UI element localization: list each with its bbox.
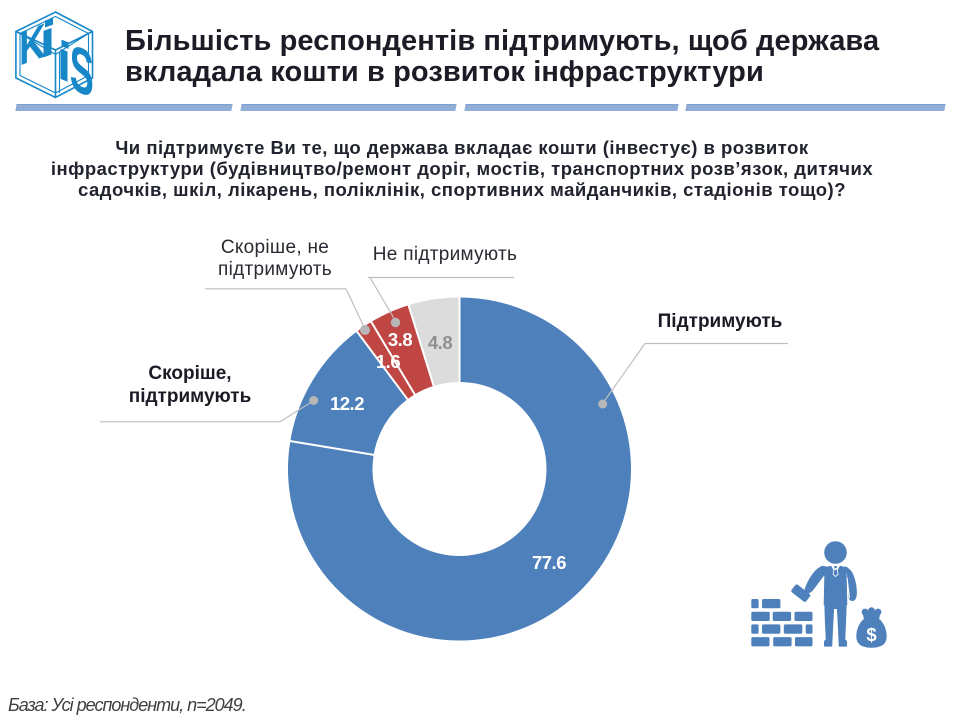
svg-text:K: K [19,13,46,76]
svg-text:3.8: 3.8 [388,329,412,350]
svg-text:S: S [70,31,94,100]
svg-text:1.6: 1.6 [376,351,400,372]
svg-text:4.8: 4.8 [428,332,452,353]
svg-text:$: $ [866,624,877,645]
svg-text:12.2: 12.2 [330,393,364,414]
svg-text:77.6: 77.6 [532,552,566,573]
